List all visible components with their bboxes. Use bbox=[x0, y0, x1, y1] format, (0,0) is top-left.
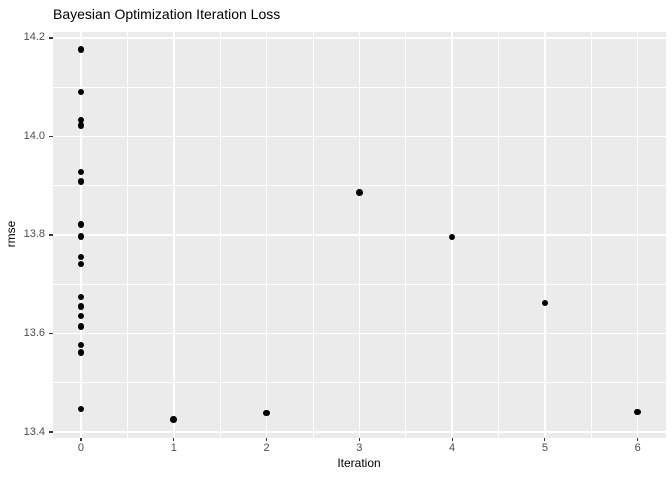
x-tick-mark bbox=[173, 437, 175, 441]
data-point bbox=[263, 409, 270, 417]
data-point bbox=[77, 405, 85, 413]
data-point bbox=[77, 233, 85, 240]
x-tick-mark bbox=[637, 437, 639, 441]
data-point bbox=[634, 408, 641, 416]
data-point bbox=[77, 293, 85, 301]
data-point bbox=[77, 168, 85, 176]
data-point bbox=[77, 323, 85, 330]
y-tick-mark bbox=[49, 135, 53, 138]
x-tick-label: 5 bbox=[541, 441, 548, 454]
x-tick-label: 0 bbox=[77, 441, 85, 454]
y-tick-label: 13.6 bbox=[23, 327, 45, 340]
x-tick-mark bbox=[544, 437, 546, 441]
data-point bbox=[77, 341, 85, 349]
y-tick-label: 13.8 bbox=[23, 228, 45, 241]
y-gridline-major bbox=[52, 332, 666, 335]
x-tick-mark bbox=[80, 437, 82, 441]
data-point bbox=[77, 122, 85, 129]
y-tick-mark bbox=[49, 37, 53, 39]
x-tick-label: 4 bbox=[449, 441, 456, 454]
data-point bbox=[77, 221, 85, 228]
x-tick-label: 2 bbox=[263, 441, 270, 454]
x-tick-mark bbox=[265, 437, 268, 441]
data-point bbox=[77, 177, 85, 185]
data-point bbox=[356, 189, 363, 196]
data-point bbox=[77, 260, 85, 268]
y-tick-label: 14.0 bbox=[23, 129, 45, 142]
data-point bbox=[77, 312, 85, 320]
data-point bbox=[77, 45, 85, 53]
data-point bbox=[170, 415, 178, 423]
y-tick-label: 13.4 bbox=[23, 425, 45, 438]
y-gridline-major bbox=[52, 37, 666, 39]
y-tick-mark bbox=[49, 234, 53, 236]
data-point bbox=[77, 116, 85, 124]
x-tick-label: 1 bbox=[170, 441, 177, 454]
data-point bbox=[541, 299, 549, 307]
data-point bbox=[77, 303, 85, 310]
data-point bbox=[77, 349, 85, 357]
y-gridline-major bbox=[52, 431, 666, 433]
data-point bbox=[77, 88, 85, 96]
y-axis-title: rmse bbox=[4, 220, 18, 248]
data-point bbox=[77, 253, 85, 261]
x-tick-mark bbox=[358, 437, 360, 441]
plot-panel bbox=[52, 32, 666, 438]
y-tick-label: 14.2 bbox=[23, 31, 45, 44]
y-tick-mark bbox=[49, 431, 53, 433]
chart-title: Bayesian Optimization Iteration Loss bbox=[53, 6, 281, 22]
x-tick-label: 3 bbox=[356, 441, 363, 454]
x-axis-title: Iteration bbox=[337, 456, 381, 470]
y-gridline-major bbox=[52, 135, 666, 138]
x-tick-label: 6 bbox=[634, 441, 641, 454]
data-point bbox=[448, 233, 456, 241]
x-tick-mark bbox=[451, 437, 453, 441]
y-gridline-major bbox=[52, 234, 666, 236]
y-tick-mark bbox=[49, 332, 53, 335]
